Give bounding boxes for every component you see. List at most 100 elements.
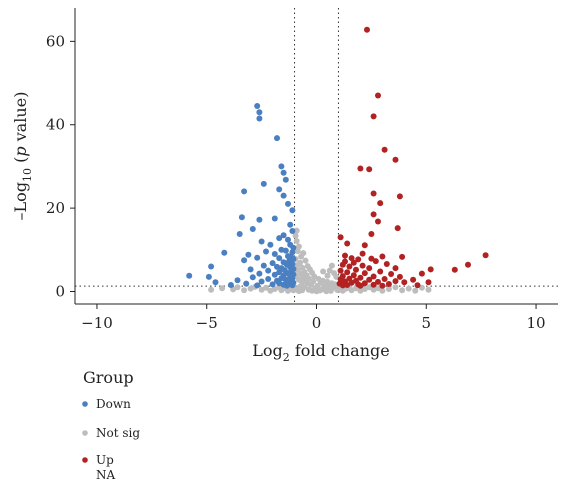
point-not-sig [309, 287, 316, 294]
point-up [418, 270, 425, 277]
point-down [254, 282, 261, 289]
point-up [401, 279, 408, 286]
point-up [410, 276, 417, 283]
point-up [359, 262, 366, 269]
point-up [357, 165, 364, 172]
x-tick-label: 5 [421, 314, 431, 332]
point-up [396, 273, 403, 280]
point-down [260, 180, 267, 187]
point-down [260, 262, 267, 269]
point-down [245, 251, 252, 258]
point-down [249, 274, 256, 281]
point-up [375, 218, 381, 225]
point-down [254, 254, 261, 261]
point-down [267, 241, 274, 248]
point-down [278, 163, 285, 170]
point-up [366, 265, 373, 272]
point-not-sig [328, 262, 335, 269]
data-points [186, 26, 489, 295]
point-not-sig [412, 287, 419, 294]
point-up [359, 250, 366, 257]
legend-marker-up [82, 457, 88, 463]
point-not-sig [323, 288, 330, 295]
point-down [256, 216, 263, 223]
point-down [280, 169, 287, 176]
point-down [241, 257, 248, 264]
point-down [265, 276, 272, 282]
point-down [227, 282, 234, 288]
point-up [381, 276, 388, 282]
point-down [186, 272, 193, 279]
point-down [282, 176, 289, 183]
point-up [361, 280, 368, 287]
point-up [344, 282, 351, 288]
point-down [221, 249, 228, 256]
point-not-sig [308, 281, 314, 288]
point-up [482, 252, 489, 259]
point-down [243, 280, 250, 287]
point-not-sig [234, 284, 241, 291]
point-down [258, 238, 265, 245]
point-not-sig [302, 257, 309, 264]
legend-label-down: Down [96, 397, 131, 411]
point-not-sig [311, 273, 318, 280]
point-up [348, 255, 355, 262]
point-down [289, 249, 296, 256]
point-up [361, 270, 368, 277]
point-up [375, 92, 381, 99]
point-up [377, 268, 384, 275]
point-down [238, 214, 245, 221]
point-up [357, 274, 364, 281]
point-not-sig [295, 288, 302, 295]
point-down [234, 277, 241, 284]
point-down [269, 260, 276, 267]
point-up [361, 242, 368, 249]
point-up [392, 265, 399, 272]
point-down [247, 266, 254, 273]
point-up [372, 258, 379, 265]
point-up [339, 261, 346, 268]
point-not-sig [241, 287, 248, 294]
point-up [353, 266, 359, 273]
point-down [271, 271, 278, 278]
point-up [385, 281, 392, 287]
point-up [427, 266, 434, 273]
point-not-sig [385, 286, 392, 292]
point-down [271, 215, 278, 222]
point-up [368, 231, 375, 237]
point-up [396, 193, 403, 200]
point-not-sig [320, 268, 327, 275]
legend-label-not-sig: Not sig [96, 426, 140, 440]
x-tick-label: 10 [526, 314, 545, 332]
point-down [285, 200, 291, 207]
point-not-sig [263, 284, 269, 291]
point-down [263, 248, 269, 255]
point-up [370, 190, 377, 197]
point-up [366, 276, 373, 283]
point-up [375, 278, 381, 285]
point-down [208, 263, 215, 270]
x-axis-title: Log2 fold change [252, 341, 389, 364]
point-down [282, 247, 289, 254]
point-not-sig [298, 253, 305, 260]
point-down [289, 207, 296, 214]
point-not-sig [375, 285, 381, 292]
legend-marker-down [82, 401, 88, 407]
x-tick-label: −5 [196, 314, 218, 332]
point-not-sig [392, 284, 399, 291]
point-up [392, 156, 399, 163]
legend-label-na: NA [96, 468, 116, 482]
point-up [364, 26, 370, 33]
point-down [274, 135, 280, 142]
point-not-sig [292, 232, 299, 239]
point-down [276, 186, 283, 193]
point-not-sig [425, 286, 432, 293]
point-up [366, 166, 373, 173]
point-not-sig [208, 286, 215, 293]
point-down [236, 231, 243, 237]
legend-title: Group [83, 368, 134, 387]
point-not-sig [313, 288, 320, 295]
point-not-sig [379, 287, 386, 294]
point-up [339, 282, 346, 289]
point-not-sig [290, 287, 297, 294]
